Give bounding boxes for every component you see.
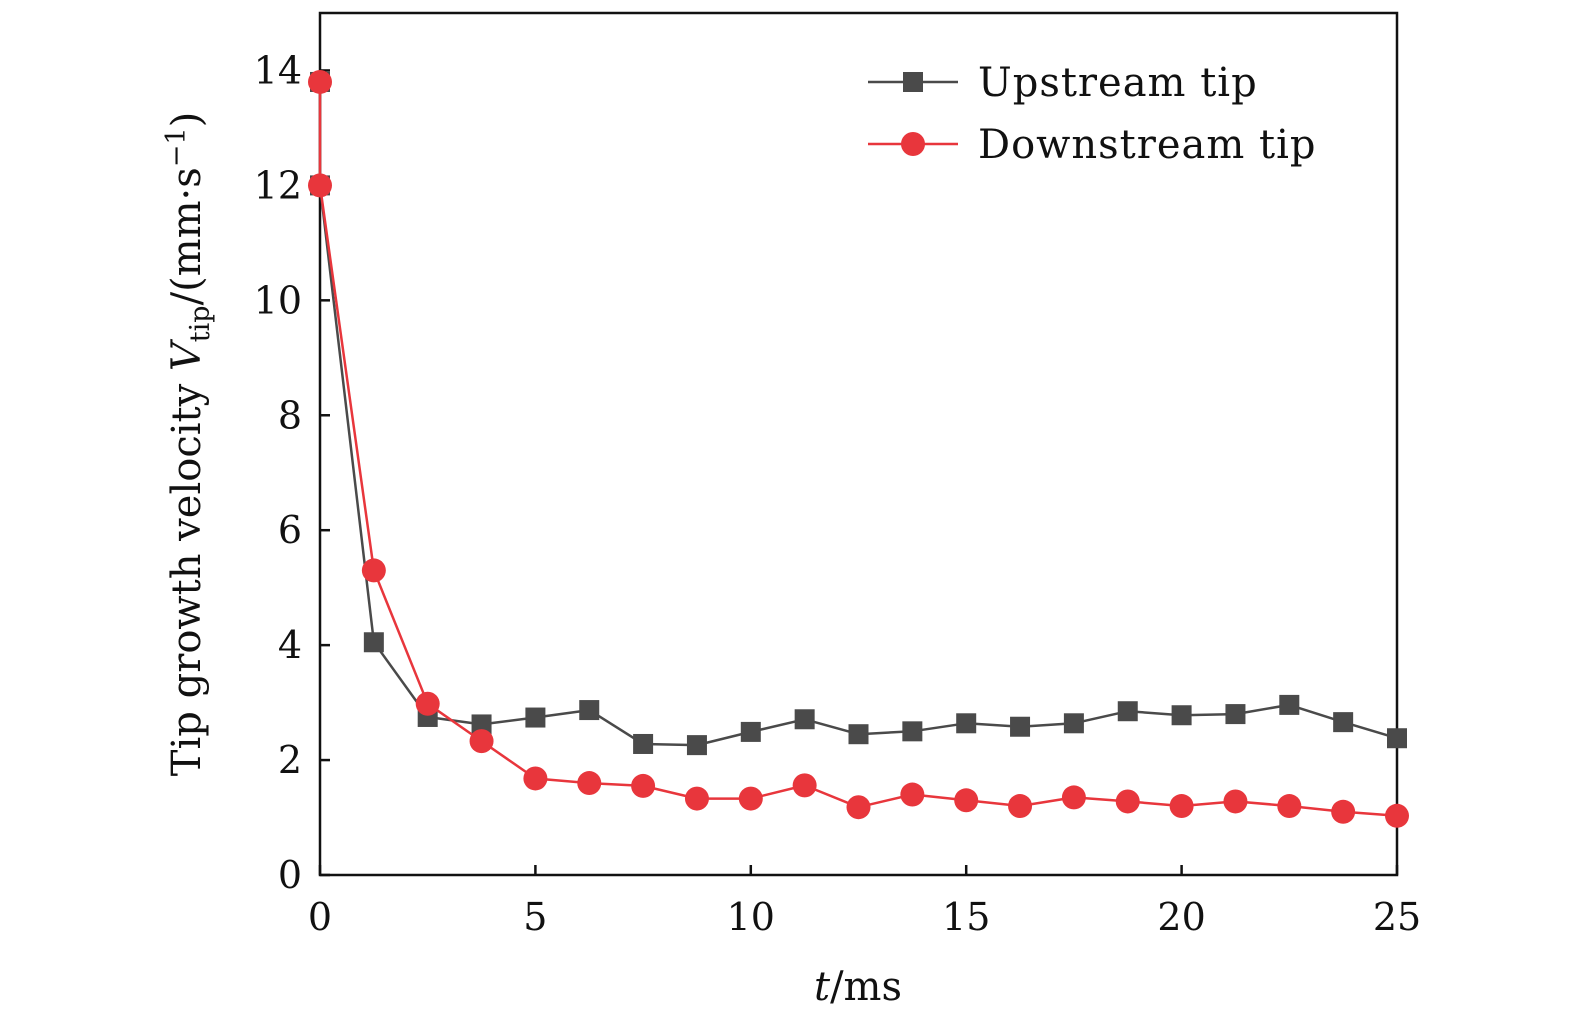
data-point xyxy=(902,721,923,742)
data-point xyxy=(523,766,548,791)
data-point xyxy=(1333,712,1354,733)
y-axis-close: ) xyxy=(164,112,210,128)
series-layer xyxy=(308,69,1409,828)
plot-frame xyxy=(318,11,1399,877)
y-tick-label: 6 xyxy=(278,508,302,552)
data-point xyxy=(471,714,492,735)
data-point xyxy=(794,709,815,730)
x-axis-unit: /ms xyxy=(830,964,902,1010)
data-point xyxy=(956,713,977,734)
data-point xyxy=(686,735,707,756)
data-point xyxy=(684,786,709,811)
data-point xyxy=(415,691,440,716)
data-point xyxy=(1387,728,1407,749)
data-point xyxy=(631,773,656,798)
data-point xyxy=(954,788,979,813)
legend-label: Downstream tip xyxy=(978,122,1317,168)
data-point xyxy=(525,707,546,728)
data-point xyxy=(1169,794,1194,819)
data-point xyxy=(1331,799,1356,824)
x-tick-label: 25 xyxy=(1373,895,1421,939)
y-axis: 0 2 4 6 8 10 12 14 xyxy=(254,48,330,897)
data-point xyxy=(577,771,602,796)
y-tick-label: 4 xyxy=(278,623,302,667)
x-tick-label: 0 xyxy=(308,895,332,939)
y-tick-label: 12 xyxy=(254,163,302,207)
data-point xyxy=(1115,789,1140,814)
data-point xyxy=(1385,803,1409,828)
data-point xyxy=(1279,694,1300,715)
y-tick-label: 10 xyxy=(254,278,302,322)
x-axis: 0 5 10 15 20 25 xyxy=(308,865,1421,939)
legend-item: Downstream tip xyxy=(868,122,1317,168)
x-axis-title: t/ms xyxy=(814,964,902,1010)
series-1 xyxy=(308,69,1409,828)
data-point xyxy=(900,782,925,807)
x-tick-label: 20 xyxy=(1157,895,1205,939)
data-point xyxy=(579,700,600,721)
x-axis-variable: t xyxy=(814,964,831,1010)
data-point xyxy=(1277,794,1302,819)
data-point xyxy=(633,733,654,754)
data-point xyxy=(792,773,817,798)
data-point xyxy=(308,173,332,198)
y-axis-unit: /(mm·s xyxy=(164,167,210,305)
data-point xyxy=(1223,789,1248,814)
data-point xyxy=(1171,705,1192,726)
series-0 xyxy=(310,71,1407,756)
y-axis-variable: V xyxy=(164,338,210,371)
data-point xyxy=(1117,701,1138,722)
y-tick-label: 8 xyxy=(278,393,302,437)
y-tick-label: 0 xyxy=(278,853,302,897)
legend-marker xyxy=(901,132,925,156)
data-point xyxy=(848,724,869,745)
y-axis-superscript: −1 xyxy=(161,127,192,167)
x-tick-label: 15 xyxy=(942,895,990,939)
data-point xyxy=(1061,785,1086,810)
data-point xyxy=(1063,713,1084,734)
x-tick-label: 10 xyxy=(727,895,775,939)
series-line xyxy=(318,82,1398,818)
y-axis-subscript: tip xyxy=(185,305,216,342)
data-point xyxy=(1008,794,1033,819)
data-point xyxy=(469,729,494,754)
legend-marker xyxy=(903,72,923,92)
data-point xyxy=(361,558,386,583)
y-tick-label: 14 xyxy=(254,48,302,92)
data-point xyxy=(363,632,384,653)
x-tick-label: 5 xyxy=(523,895,547,939)
data-point xyxy=(1225,704,1246,725)
data-point xyxy=(308,69,332,94)
data-point xyxy=(846,795,871,820)
series-line xyxy=(318,82,1398,747)
y-tick-label: 2 xyxy=(278,738,302,782)
legend-label: Upstream tip xyxy=(978,60,1258,106)
data-point xyxy=(738,786,763,811)
legend: Upstream tip Downstream tip xyxy=(868,60,1317,168)
y-axis-prefix: Tip growth velocity xyxy=(164,371,210,776)
legend-item: Upstream tip xyxy=(868,60,1258,106)
data-point xyxy=(1010,716,1031,737)
data-point xyxy=(740,721,761,742)
y-axis-title: Tip growth velocity Vtip/(mm·s−1) xyxy=(161,112,216,776)
